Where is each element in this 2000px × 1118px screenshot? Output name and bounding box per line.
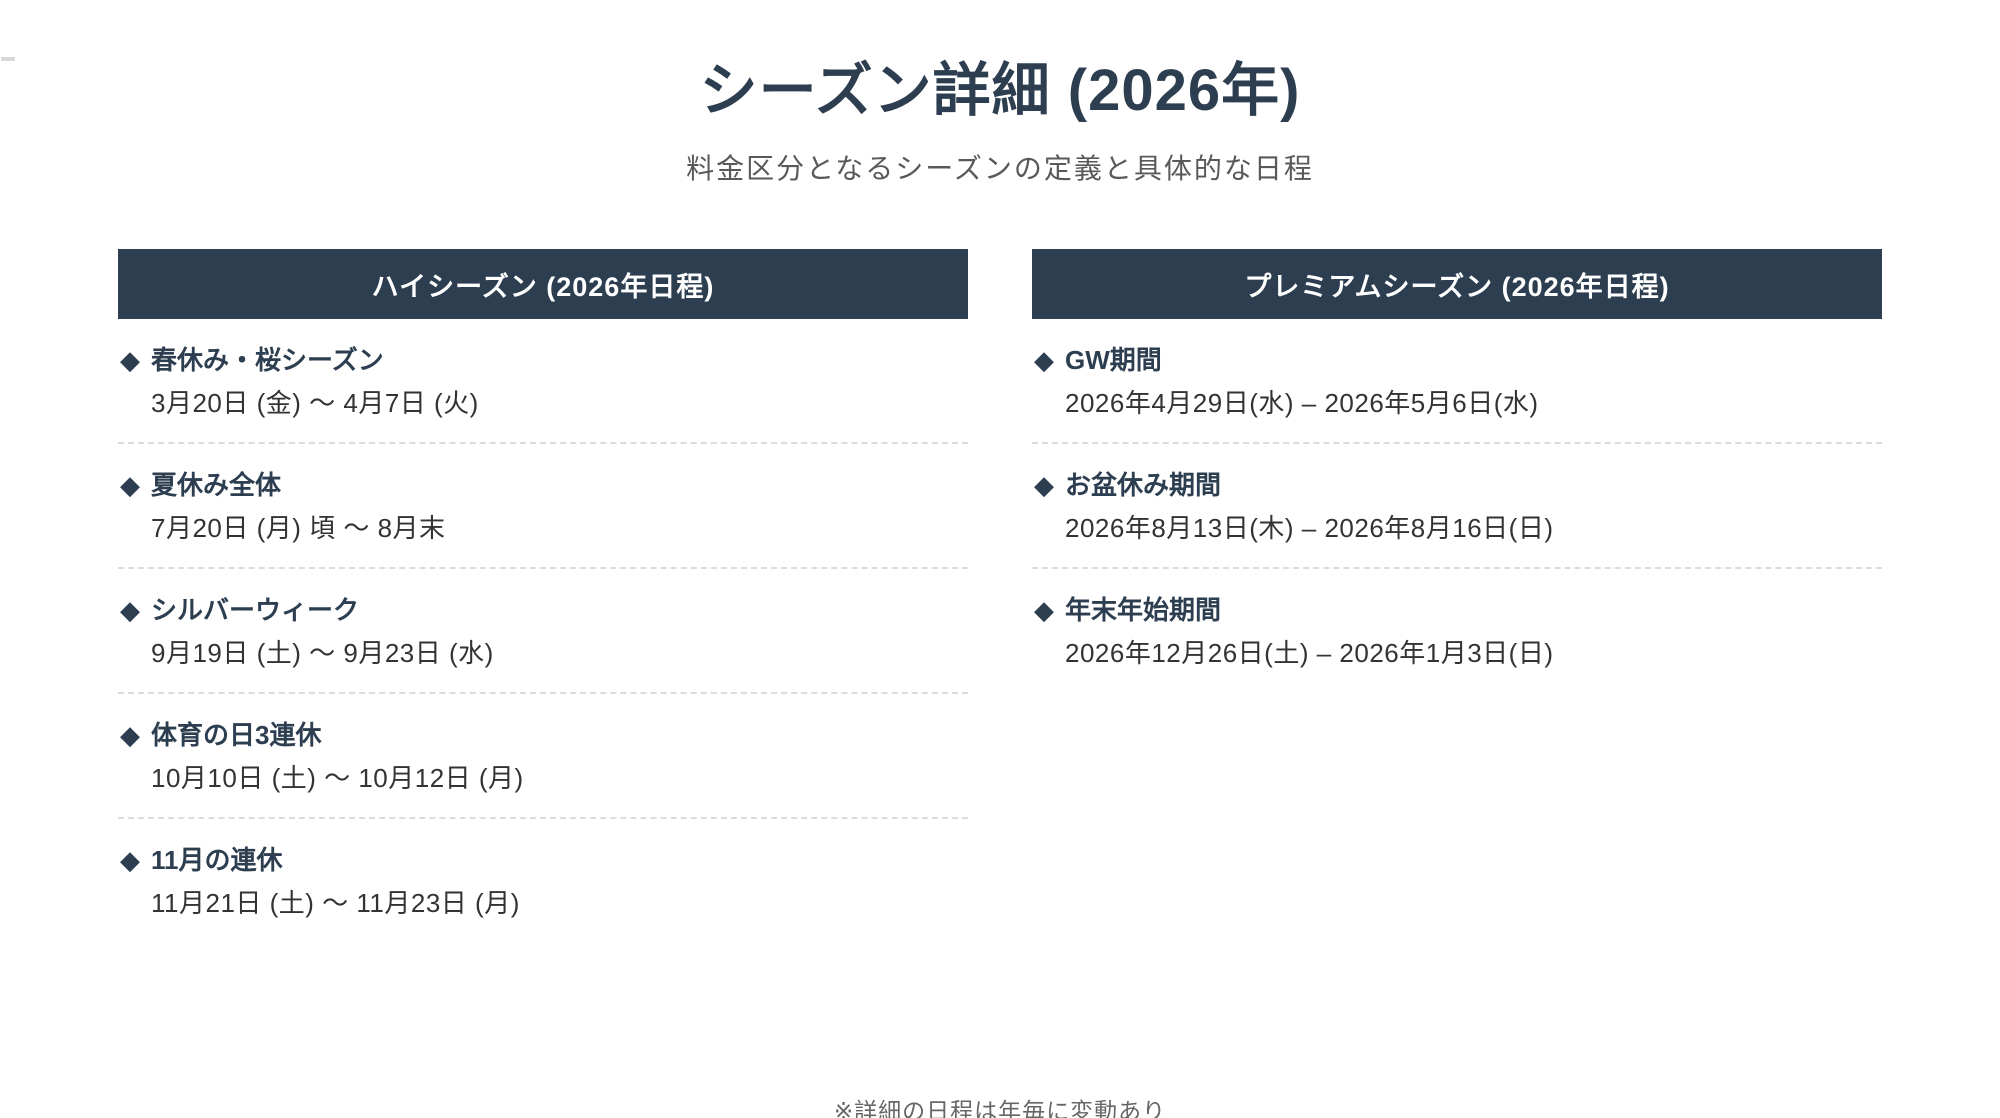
season-item-heading: ◆ お盆休み期間 [1034,470,1880,500]
high-season-panel: ハイシーズン (2026年日程) ◆ 春休み・桜シーズン 3月20日 (金) ～… [118,249,968,942]
season-item-heading: ◆ GW期間 [1034,345,1880,375]
season-name: 11月の連休 [151,845,283,876]
season-dates: 2026年8月13日(木) – 2026年8月16日(日) [1065,513,1554,544]
season-item-gw: ◆ GW期間 2026年4月29日(水) – 2026年5月6日(水) [1032,319,1882,445]
season-name: GW期間 [1065,345,1162,376]
season-dates: 3月20日 (金) ～ 4月7日 (火) [151,388,479,419]
season-item-heading: ◆ シルバーウィーク [120,595,966,625]
season-item-heading: ◆ 夏休み全体 [120,470,966,500]
diamond-bullet-icon: ◆ [1034,345,1054,376]
season-item-heading: ◆ 11月の連休 [120,845,966,875]
season-item-heading: ◆ 年末年始期間 [1034,595,1880,625]
diamond-bullet-icon: ◆ [120,720,140,751]
season-dates: 10月10日 (土) ～ 10月12日 (月) [151,763,524,794]
season-name: シルバーウィーク [151,595,360,626]
season-item-heading: ◆ 春休み・桜シーズン [120,345,966,375]
season-detail-slide: シーズン詳細 (2026年) 料金区分となるシーズンの定義と具体的な日程 ハイシ… [0,56,2000,1118]
season-dates: 2026年4月29日(水) – 2026年5月6日(水) [1065,388,1539,419]
high-season-panel-title: ハイシーズン (2026年日程) [371,271,715,302]
page-title: シーズン詳細 (2026年) [699,58,1301,123]
season-name: 春休み・桜シーズン [151,345,384,376]
season-item-obon: ◆ お盆休み期間 2026年8月13日(木) – 2026年8月16日(日) [1032,444,1882,570]
season-name: 年末年始期間 [1065,595,1222,626]
screen-corner-artifact [1,57,15,61]
premium-season-panel: プレミアムシーズン (2026年日程) ◆ GW期間 2026年4月29日(水)… [1032,249,1882,942]
diamond-bullet-icon: ◆ [120,845,140,876]
season-name: 夏休み全体 [151,470,282,501]
high-season-panel-body: ◆ 春休み・桜シーズン 3月20日 (金) ～ 4月7日 (火) ◆ 夏休み全体… [118,319,968,942]
high-season-panel-header: ハイシーズン (2026年日程) [118,249,968,320]
season-dates: 11月21日 (土) ～ 11月23日 (月) [151,888,520,919]
diamond-bullet-icon: ◆ [1034,470,1054,501]
season-columns: ハイシーズン (2026年日程) ◆ 春休み・桜シーズン 3月20日 (金) ～… [0,249,2000,942]
season-item-sports-day: ◆ 体育の日3連休 10月10日 (土) ～ 10月12日 (月) [118,694,968,820]
diamond-bullet-icon: ◆ [120,345,140,376]
premium-season-panel-body: ◆ GW期間 2026年4月29日(水) – 2026年5月6日(水) ◆ お盆… [1032,319,1882,692]
season-dates: 7月20日 (月) 頃 ～ 8月末 [151,513,446,544]
season-dates: 9月19日 (土) ～ 9月23日 (水) [151,638,494,669]
season-item-november: ◆ 11月の連休 11月21日 (土) ～ 11月23日 (月) [118,819,968,942]
season-name: お盆休み期間 [1065,470,1222,501]
season-item-spring: ◆ 春休み・桜シーズン 3月20日 (金) ～ 4月7日 (火) [118,319,968,445]
season-dates: 2026年12月26日(土) – 2026年1月3日(日) [1065,638,1554,669]
premium-season-panel-title: プレミアムシーズン (2026年日程) [1244,271,1670,302]
page-subtitle: 料金区分となるシーズンの定義と具体的な日程 [686,152,1314,184]
diamond-bullet-icon: ◆ [120,470,140,501]
season-item-silver-week: ◆ シルバーウィーク 9月19日 (土) ～ 9月23日 (水) [118,569,968,695]
premium-season-panel-header: プレミアムシーズン (2026年日程) [1032,249,1882,320]
diamond-bullet-icon: ◆ [120,595,140,626]
season-item-summer: ◆ 夏休み全体 7月20日 (月) 頃 ～ 8月末 [118,444,968,570]
diamond-bullet-icon: ◆ [1034,595,1054,626]
season-name: 体育の日3連休 [151,720,322,751]
season-item-heading: ◆ 体育の日3連休 [120,720,966,750]
season-item-new-year: ◆ 年末年始期間 2026年12月26日(土) – 2026年1月3日(日) [1032,569,1882,692]
footnote: ※詳細の日程は年毎に変動あり [833,1098,1167,1118]
